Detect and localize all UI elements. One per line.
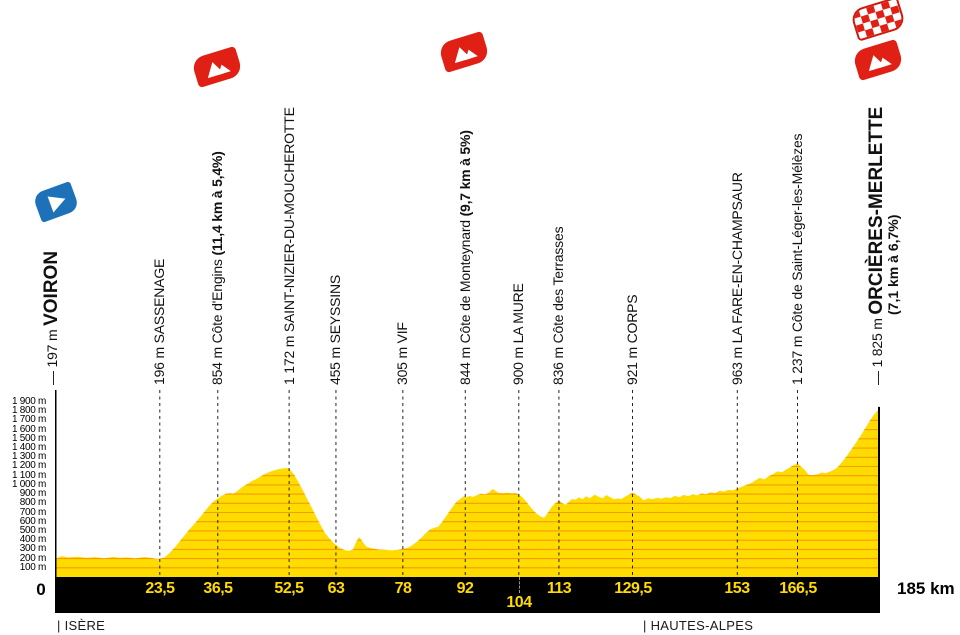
waypoint-label-text: 921 m CORPS <box>624 294 640 385</box>
axis-tick: — <box>44 367 60 385</box>
km-marker-label: 166,5 <box>779 580 817 597</box>
y-tick-label: 1 800 m <box>11 405 46 416</box>
km-marker-label: 129,5 <box>614 580 652 597</box>
department-label-hautes-alpes: | HAUTES-ALPES <box>643 618 754 633</box>
km-marker-label: 92 <box>456 580 474 597</box>
waypoint-label-text: 455 m SEYSSINS <box>327 274 344 385</box>
checkered-pattern-icon <box>851 0 904 38</box>
waypoint-elevation: 1 237 m <box>789 332 805 385</box>
waypoint-elevation: 854 m <box>209 343 226 385</box>
waypoint-name: LA FARE-EN-CHAMPSAUR <box>728 172 745 344</box>
waypoint-name: Côte des Terrasses <box>550 226 567 344</box>
mountain-icon <box>455 47 479 64</box>
y-tick-label: 1 100 m <box>11 470 46 481</box>
waypoint-name: Côte d'Engins <box>209 259 226 344</box>
waypoint-elevation: 921 m <box>624 343 640 385</box>
waypoint-elevation: 836 m <box>550 343 567 385</box>
km-marker-dashed-line <box>519 577 520 593</box>
y-tick-label: 700 m <box>19 507 47 518</box>
y-tick-label: 1 300 m <box>11 451 46 462</box>
climb-stats: (11,4 km à 5,4%) <box>209 151 226 260</box>
km-marker-label: 104 <box>506 594 532 611</box>
profile-mask <box>55 390 880 559</box>
waypoint-name: VOIRON <box>41 250 62 326</box>
km-marker-label: 23,5 <box>145 580 175 597</box>
waypoint-elevation: 900 m <box>510 343 527 385</box>
y-tick-label: 100 m <box>19 562 47 573</box>
waypoint-name: LA MURE <box>510 283 527 344</box>
finish-climb-badge <box>851 38 905 82</box>
mountain-icon <box>868 55 892 72</box>
waypoint-name: VIF <box>394 322 411 344</box>
y-tick-label: 1 000 m <box>11 479 46 490</box>
waypoint-elevation: 197 m <box>44 325 60 368</box>
y-tick-label: 600 m <box>19 516 47 527</box>
start-km-label: 0 <box>36 580 46 599</box>
waypoint-name: SASSENAGE <box>151 258 168 344</box>
km-marker-label: 153 <box>724 580 750 597</box>
y-tick-label: 900 m <box>19 488 47 499</box>
climb-stats: (9,7 km à 5%) <box>456 130 473 221</box>
y-tick-label: 800 m <box>19 497 47 508</box>
waypoint-label-text: 963 m LA FARE-EN-CHAMPSAUR <box>728 172 745 385</box>
waypoint-name: SAINT-NIZIER-DU-MOUCHEROTTE <box>280 107 297 333</box>
waypoint-elevation: 455 m <box>327 343 344 385</box>
climb-category-badge <box>437 30 491 74</box>
waypoint-label-text: 1 237 m Côte de Saint-Léger-les-Mélèzes <box>789 133 805 385</box>
km-marker-label: 63 <box>327 580 345 597</box>
y-tick-label: 1 200 m <box>11 460 46 471</box>
y-tick-label: 500 m <box>19 525 47 536</box>
waypoint-label-text: — 1 825 m ORCIÈRES-MERLETTE (7,1 km à 6,7… <box>866 106 901 385</box>
waypoint-elevation: 1 172 m <box>280 332 297 385</box>
waypoint-elevation: 1 825 m <box>869 314 885 368</box>
km-marker-label: 52,5 <box>274 580 304 597</box>
waypoint-elevation: 963 m <box>728 343 745 385</box>
waypoint-label-text: — 197 m VOIRON <box>41 250 62 385</box>
y-tick-label: 1 600 m <box>11 424 46 435</box>
y-tick-label: 400 m <box>19 534 47 545</box>
waypoint-label-text: 900 m LA MURE <box>510 283 527 385</box>
waypoint-elevation: 305 m <box>394 343 411 385</box>
km-marker-label: 36,5 <box>203 580 233 597</box>
finish-checkered-flag-badge <box>849 0 907 42</box>
km-axis-bar: 23,5 36,5 52,5 63 78 92 104 113 129,5 153 166,5 <box>55 577 880 613</box>
waypoint-name: ORCIÈRES-MERLETTE <box>866 106 887 315</box>
climb-category-badge <box>190 45 244 89</box>
waypoint-label-text: 196 m SASSENAGE <box>151 258 168 385</box>
y-tick-label: 300 m <box>19 543 47 554</box>
waypoint-label-text: 1 172 m SAINT-NIZIER-DU-MOUCHEROTTE <box>280 107 297 385</box>
finish-climb-stats: (7,1 km à 6,7%) <box>885 214 901 315</box>
elevation-profile-svg <box>55 390 880 577</box>
y-tick-label: 1 900 m <box>11 396 46 407</box>
waypoint-label-text: 305 m VIF <box>394 322 411 385</box>
department-label-isere: | ISÈRE <box>57 618 106 633</box>
km-marker-label: 113 <box>546 580 572 597</box>
waypoint-elevation: 196 m <box>151 343 168 385</box>
total-distance-label: 185 km <box>897 579 955 598</box>
waypoint-label-text: 844 m Côte de Monteynard (9,7 km à 5%) <box>456 130 473 385</box>
mountain-icon <box>207 62 231 79</box>
waypoint-label-text: 854 m Côte d'Engins (11,4 km à 5,4%) <box>209 151 226 385</box>
y-tick-label: 1 700 m <box>11 414 46 425</box>
waypoint-label-text: 836 m Côte des Terrasses <box>550 226 567 385</box>
waypoint-elevation: 844 m <box>456 343 473 385</box>
waypoint-name: CORPS <box>624 294 640 344</box>
y-tick-label: 1 500 m <box>11 433 46 444</box>
waypoint-name: Côte de Monteynard <box>456 220 473 344</box>
axis-tick: — <box>869 367 885 385</box>
start-flag-badge <box>32 181 80 223</box>
play-icon <box>47 196 66 213</box>
km-marker-label: 78 <box>394 580 412 597</box>
waypoint-name: SEYSSINS <box>327 274 344 344</box>
y-tick-label: 200 m <box>19 553 47 564</box>
waypoint-name: Côte de Saint-Léger-les-Mélèzes <box>789 133 805 333</box>
y-tick-label: 1 400 m <box>11 442 46 453</box>
profile-area-fill <box>55 408 880 577</box>
